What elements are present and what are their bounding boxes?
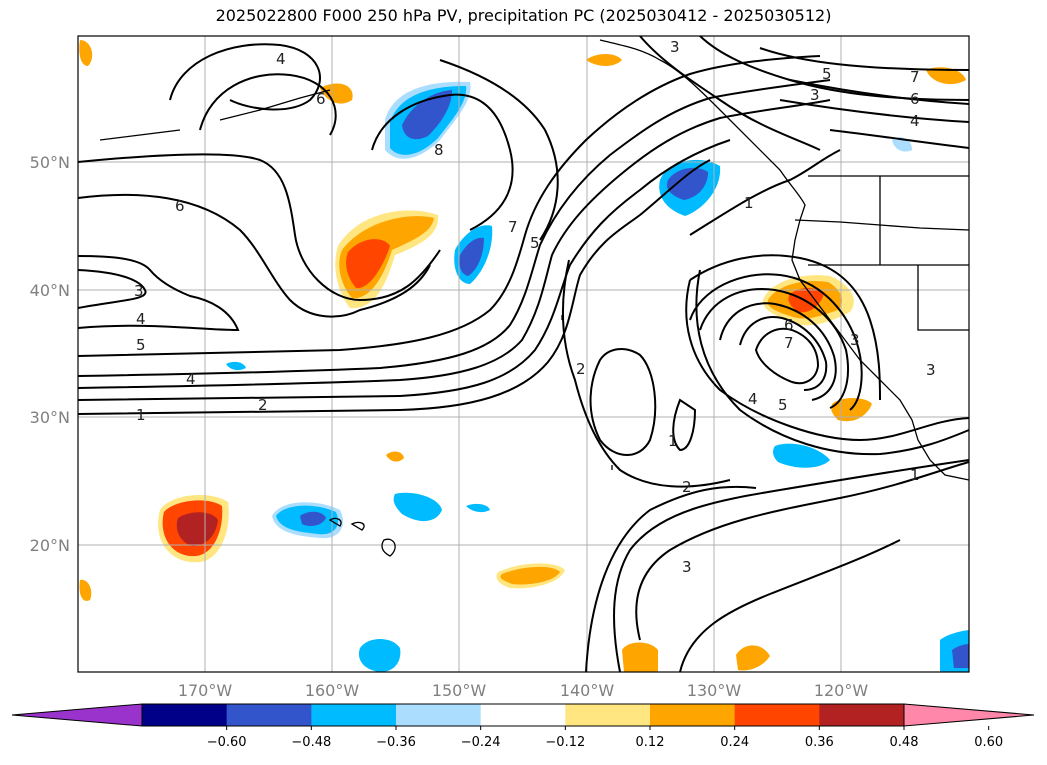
contour-label: 7 [508, 218, 518, 236]
colorbar-tick-label: 0.48 [890, 735, 919, 750]
contour-label: 4 [136, 310, 146, 328]
contour-label: 3 [682, 558, 692, 576]
contour-label: 1 [668, 432, 678, 450]
contour-label: 3 [810, 86, 820, 104]
colorbar-tick-label: −0.24 [461, 735, 501, 750]
lat-tick-label: 50°N [30, 153, 70, 172]
colorbar-tick-label: 0.36 [805, 735, 834, 750]
contour-labels: 4 6 3 8 7 5 4 5 4 1 2 6 3 5 3 7 6 4 1 6 … [134, 38, 936, 576]
contour-label: 1 [910, 466, 920, 484]
lon-tick-label: 140°W [560, 681, 615, 700]
colorbar-segment [396, 704, 482, 726]
colorbar-segment [565, 704, 651, 726]
lon-tick-label: 160°W [305, 681, 360, 700]
colorbar-tick-label: −0.48 [291, 735, 331, 750]
map-title: 2025022800 F000 250 hPa PV, precipitatio… [215, 6, 832, 25]
contour-label: 2 [258, 396, 268, 414]
coastlines [99, 39, 970, 557]
lon-tick-label: 170°W [178, 681, 233, 700]
contour-label: 6 [910, 90, 920, 108]
contour-label: 7 [784, 334, 794, 352]
precip-shading [79, 40, 969, 672]
contour-label: 6 [175, 197, 185, 215]
colorbar-segment [650, 704, 736, 726]
contour-label: 7 [910, 68, 920, 86]
contour-label: 3 [134, 282, 144, 300]
lon-tick-label: 120°W [814, 681, 869, 700]
colorbar-frame [141, 703, 905, 727]
contour-label: 4 [186, 370, 196, 388]
colorbar-min-extend [11, 703, 143, 727]
colorbar-segment [311, 704, 397, 726]
contour-label: 4 [276, 50, 286, 68]
lat-tick-label: 40°N [30, 281, 70, 300]
lat-axis: 50°N 40°N 30°N 20°N [30, 153, 70, 555]
contour-label: 4 [910, 112, 920, 130]
colorbar-segment [819, 704, 905, 726]
contour-label: 1 [744, 194, 754, 212]
contour-label: 3 [926, 361, 936, 379]
contour-label: 2 [682, 478, 692, 496]
colorbar-max-extend [903, 703, 1035, 727]
contour-label: 2 [576, 360, 586, 378]
colorbar-segment [226, 704, 312, 726]
colorbar: −0.60 −0.48 −0.36 −0.24 −0.12 0.12 0.24 0.36 0.4… [11, 703, 1035, 750]
colorbar-segment [734, 704, 820, 726]
colorbar-tick-label: 0.12 [636, 735, 665, 750]
contour-label: 6 [784, 316, 794, 334]
contour-label: 1 [136, 406, 146, 424]
contour-label: 6 [316, 90, 326, 108]
contour-label: 5 [822, 65, 832, 83]
contour-label: 3 [670, 38, 680, 56]
colorbar-segment [142, 704, 228, 726]
pv-contours [77, 35, 970, 673]
contour-label: 3 [850, 331, 860, 349]
colorbar-tick-label: 0.60 [974, 735, 1003, 750]
colorbar-tick-label: 0.24 [720, 735, 749, 750]
contour-label: 5 [136, 336, 146, 354]
lon-tick-label: 130°W [687, 681, 742, 700]
colorbar-tick-label: −0.60 [207, 735, 247, 750]
lat-tick-label: 20°N [30, 536, 70, 555]
colorbar-tick-label: −0.12 [545, 735, 585, 750]
lon-axis: 170°W 160°W 150°W 140°W 130°W 120°W [178, 681, 869, 700]
lat-tick-label: 30°N [30, 408, 70, 427]
contour-label: 5 [778, 396, 788, 414]
map-frame [77, 35, 970, 673]
contour-label: 8 [434, 141, 444, 159]
lon-tick-label: 150°W [432, 681, 487, 700]
contour-label: 4 [748, 390, 758, 408]
colorbar-tick-label: −0.36 [376, 735, 416, 750]
colorbar-segment [480, 704, 566, 726]
contour-label: 5 [530, 234, 540, 252]
